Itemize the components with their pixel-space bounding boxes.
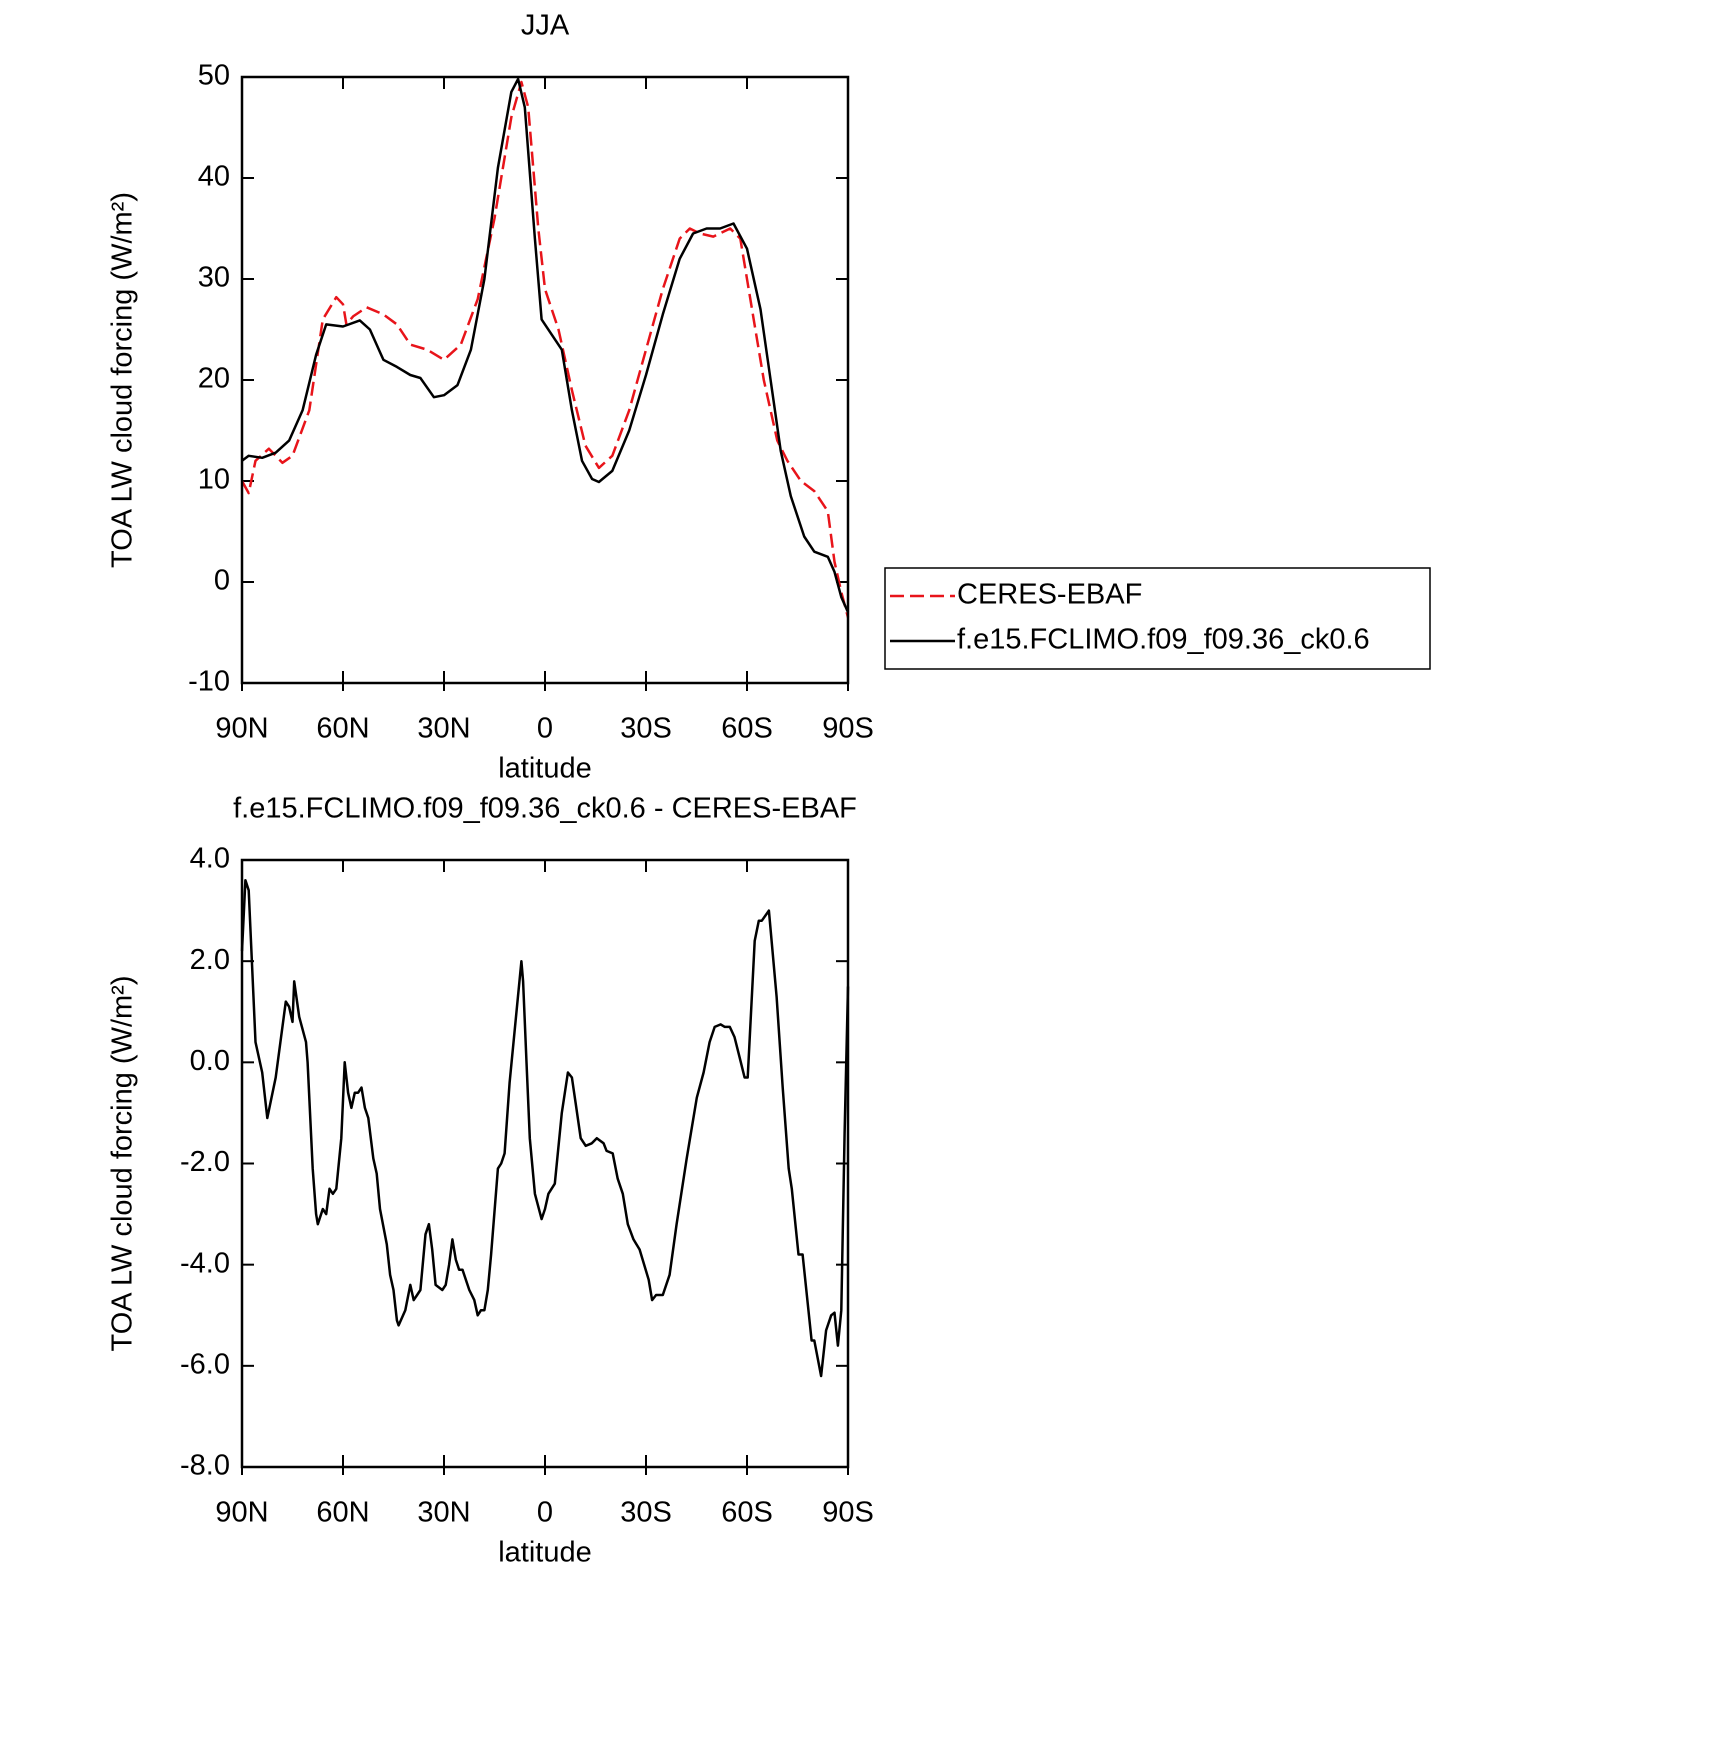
- y-tick-label: 10: [198, 464, 230, 496]
- legend-label: CERES-EBAF: [957, 579, 1142, 611]
- y-tick-label: -2.0: [180, 1146, 230, 1178]
- x-axis-label: latitude: [498, 753, 592, 785]
- plot-frame: [240, 75, 850, 685]
- y-tick-label: 0.0: [190, 1045, 230, 1077]
- plot-frame: [240, 858, 850, 1469]
- x-tick-label: 30N: [417, 713, 470, 745]
- x-tick-label: 90N: [215, 713, 268, 745]
- x-tick-label: 60N: [316, 1497, 369, 1529]
- y-tick-label: 4.0: [190, 843, 230, 875]
- chart-title: f.e15.FCLIMO.f09_f09.36_ck0.6 - CERES-EB…: [233, 793, 857, 825]
- x-tick-label: 30S: [620, 1497, 672, 1529]
- y-tick-label: 50: [198, 60, 230, 92]
- y-tick-label: -4.0: [180, 1247, 230, 1279]
- chart-title: JJA: [521, 10, 570, 42]
- y-tick-label: -10: [188, 666, 230, 698]
- data-line: [240, 878, 850, 1378]
- x-tick-label: 60N: [316, 713, 369, 745]
- y-axis-label: TOA LW cloud forcing (W/m²): [107, 192, 139, 568]
- legend-label: f.e15.FCLIMO.f09_f09.36_ck0.6: [957, 624, 1370, 656]
- data-line: [240, 80, 850, 618]
- x-axis-label: latitude: [498, 1537, 592, 1569]
- y-axis-label: TOA LW cloud forcing (W/m²): [107, 976, 139, 1352]
- legend-box: [884, 567, 1431, 670]
- x-tick-label: 60S: [721, 1497, 773, 1529]
- x-tick-label: 90S: [822, 1497, 874, 1529]
- y-tick-label: 30: [198, 262, 230, 294]
- y-tick-label: 2.0: [190, 944, 230, 976]
- x-tick-label: 60S: [721, 713, 773, 745]
- x-tick-label: 30N: [417, 1497, 470, 1529]
- data-line: [241, 77, 850, 613]
- y-tick-label: -6.0: [180, 1348, 230, 1380]
- x-tick-label: 0: [537, 1497, 553, 1529]
- x-tick-label: 90S: [822, 713, 874, 745]
- y-tick-label: -8.0: [180, 1450, 230, 1482]
- y-tick-label: 0: [214, 565, 230, 597]
- x-tick-label: 90N: [215, 1497, 268, 1529]
- y-tick-label: 20: [198, 363, 230, 395]
- y-tick-label: 40: [198, 161, 230, 193]
- x-tick-label: 0: [537, 713, 553, 745]
- x-tick-label: 30S: [620, 713, 672, 745]
